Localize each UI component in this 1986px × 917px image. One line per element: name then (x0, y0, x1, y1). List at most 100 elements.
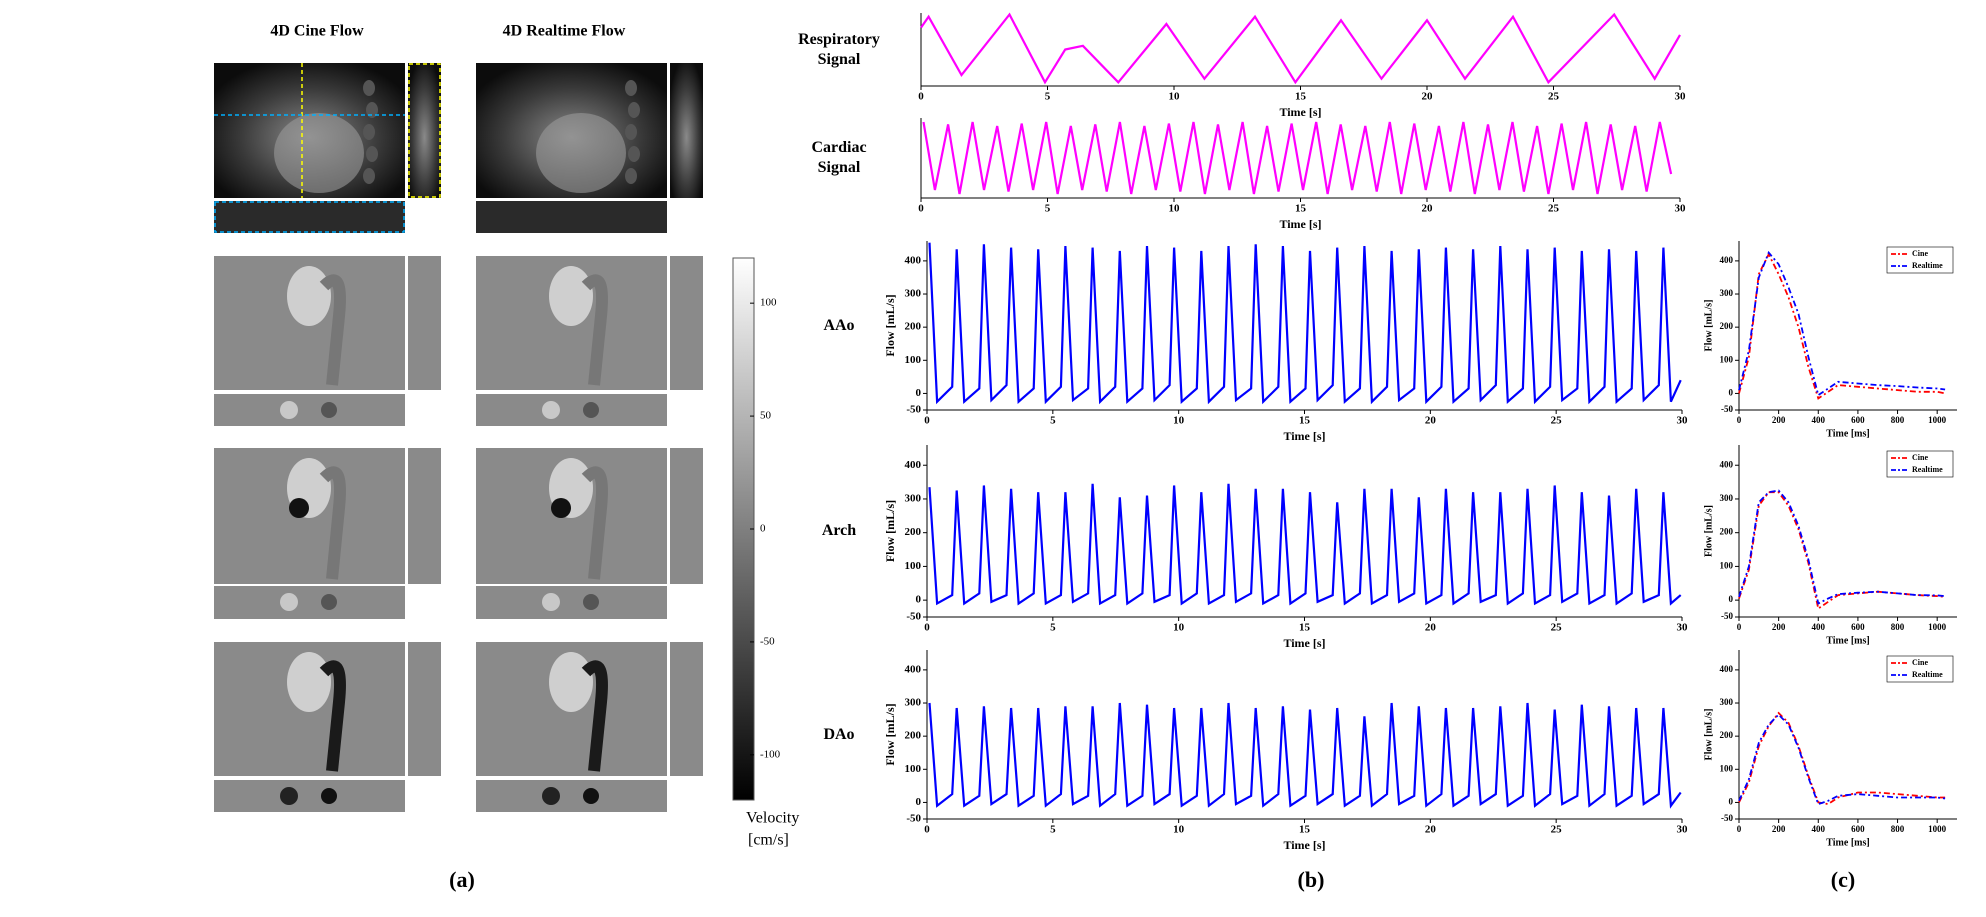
x-tick-label: 20 (1422, 203, 1434, 215)
colorbar-label: Velocity (746, 810, 799, 827)
x-tick-label: 0 (924, 415, 930, 427)
x-tick-label: 30 (1675, 91, 1687, 103)
y-tick-label: 400 (1720, 664, 1734, 674)
y-tick-label: -50 (1721, 404, 1733, 414)
x-axis-label: Time [s] (1279, 105, 1321, 119)
legend-label: Cine (1912, 453, 1928, 462)
heart (536, 113, 626, 193)
aorta (549, 266, 593, 326)
vertebra (625, 80, 637, 96)
x-tick-label: 10 (1173, 415, 1185, 427)
mri-side (670, 256, 703, 390)
data-line (1738, 489, 1946, 605)
x-axis-label: Time [ms] (1826, 428, 1869, 439)
x-axis-label: Time [ms] (1826, 635, 1869, 646)
y-tick-label: 400 (1720, 255, 1734, 265)
x-tick-label: 1000 (1928, 824, 1947, 834)
cross-section (583, 402, 599, 418)
vessel (581, 274, 608, 386)
y-axis-label: Flow [mL/s] (1703, 709, 1714, 761)
y-tick-label: 400 (905, 663, 922, 675)
x-tick-label: 15 (1295, 91, 1307, 103)
y-tick-label: 100 (1720, 354, 1734, 364)
y-axis-label: Flow [mL/s] (1703, 505, 1714, 557)
y-tick-label: 200 (1720, 730, 1734, 740)
x-tick-label: 800 (1891, 415, 1905, 425)
data-line (1738, 491, 1946, 611)
x-tick-label: 0 (924, 824, 930, 836)
x-tick-label: 0 (924, 622, 930, 634)
cross-section (280, 593, 298, 611)
x-tick-label: 200 (1772, 415, 1786, 425)
row-title: DAo (823, 725, 855, 743)
y-tick-label: -50 (906, 813, 921, 825)
y-tick-label: -50 (906, 611, 921, 623)
y-tick-label: -50 (1721, 813, 1733, 823)
x-tick-label: 20 (1422, 91, 1434, 103)
heart (274, 113, 364, 193)
y-axis-label: Flow [mL/s] (883, 500, 897, 562)
y-axis-label: Flow [mL/s] (883, 294, 897, 356)
vessel (319, 660, 346, 772)
x-tick-label: 20 (1425, 824, 1437, 836)
mri-bottom (476, 394, 667, 426)
y-tick-label: 300 (905, 492, 922, 504)
legend-label: Cine (1912, 658, 1928, 667)
mri-side (670, 448, 703, 584)
x-tick-label: 30 (1677, 622, 1689, 634)
legend-label: Realtime (1912, 670, 1943, 679)
y-axis-label: Flow [mL/s] (883, 703, 897, 765)
x-axis-label: Time [s] (1283, 838, 1325, 852)
y-tick-label: 0 (916, 387, 922, 399)
cross-section (542, 593, 560, 611)
x-tick-label: 20 (1425, 415, 1437, 427)
legend (1886, 246, 1954, 274)
legend (1886, 655, 1954, 683)
mri-bottom (214, 586, 405, 619)
data-line (1738, 711, 1946, 806)
data-line (928, 702, 1682, 809)
y-tick-label: 200 (1720, 527, 1734, 537)
cross-section (542, 401, 560, 419)
x-tick-label: 5 (1050, 415, 1056, 427)
x-tick-label: 30 (1677, 824, 1689, 836)
x-tick-label: 10 (1173, 824, 1185, 836)
y-tick-label: 0 (1729, 387, 1734, 397)
legend-label: Cine (1912, 249, 1928, 258)
x-tick-label: 10 (1169, 203, 1181, 215)
y-tick-label: -50 (906, 404, 921, 416)
chart: 0 5 10 15 20 25 30 Time [s] (918, 12, 1687, 119)
mri-side (670, 63, 703, 198)
data-line (1738, 252, 1946, 400)
legend (1886, 450, 1954, 478)
x-tick-label: 0 (1737, 824, 1742, 834)
mri-images (214, 63, 703, 812)
chart: 0 5 10 15 20 25 30 Time [s] (918, 118, 1686, 231)
vertebra (363, 124, 375, 140)
x-tick-label: 25 (1548, 203, 1560, 215)
x-tick-label: 10 (1169, 91, 1181, 103)
y-tick-label: 300 (1720, 493, 1734, 503)
vessel (581, 466, 608, 580)
vessel-dark (551, 498, 571, 518)
x-tick-label: 600 (1851, 824, 1865, 834)
x-tick-label: 1000 (1928, 415, 1947, 425)
mri-bottom (476, 586, 667, 619)
y-tick-label: 300 (1720, 288, 1734, 298)
y-tick-label: 200 (905, 321, 922, 333)
vertebra (628, 102, 640, 118)
aorta (549, 652, 593, 712)
x-tick-label: 10 (1173, 622, 1185, 634)
cross-section (321, 594, 337, 610)
x-tick-label: 15 (1299, 415, 1311, 427)
y-tick-label: 0 (916, 594, 922, 606)
x-tick-label: 200 (1772, 622, 1786, 632)
y-tick-label: 300 (1720, 697, 1734, 707)
data-line (928, 242, 1682, 405)
colorbar-tick-label: 0 (760, 523, 766, 535)
x-tick-label: 0 (918, 91, 924, 103)
